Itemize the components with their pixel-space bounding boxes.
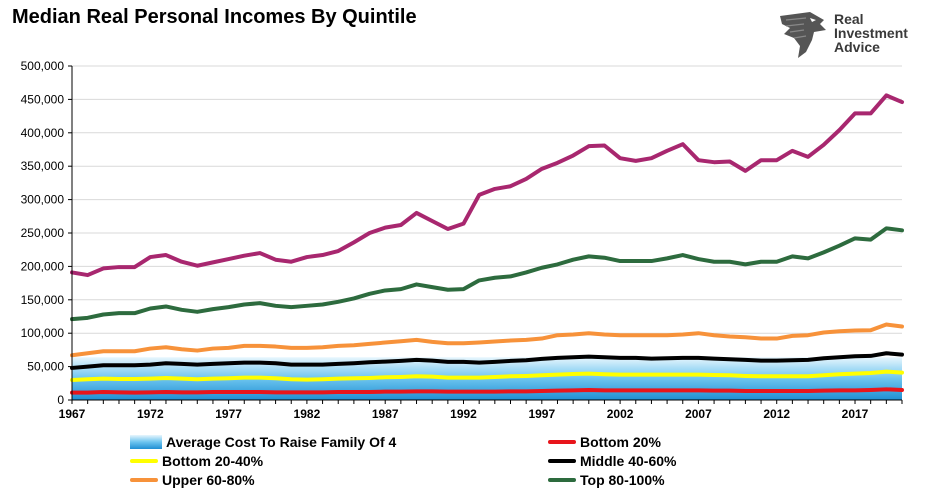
y-tick-label: 350,000	[21, 159, 65, 173]
y-tick-label: 450,000	[21, 92, 65, 106]
y-tick-label: 0	[57, 393, 64, 407]
x-tick-label: 2007	[685, 407, 712, 421]
axes	[68, 65, 903, 404]
x-tick-label: 1977	[215, 407, 242, 421]
brand-wordmark: Real Investment Advice	[834, 11, 908, 55]
gridlines	[72, 65, 902, 368]
x-tick-labels: 1967 1972 1977 1982 1987 1992 1997 2002 2007 2012…	[59, 407, 869, 421]
brand-logo: Real Investment Advice	[776, 10, 921, 60]
x-tick-label: 2017	[842, 407, 869, 421]
x-tick-label: 1972	[137, 407, 164, 421]
y-tick-label: 100,000	[21, 326, 65, 340]
y-tick-label: 400,000	[21, 126, 65, 140]
eagle-head-icon	[780, 12, 826, 58]
x-tick-label: 1997	[528, 407, 555, 421]
y-tick-label: 150,000	[21, 293, 65, 307]
x-tick-label: 1967	[59, 407, 86, 421]
series-line-2	[70, 369, 904, 382]
line-series	[70, 93, 904, 395]
x-tick-label: 1992	[450, 407, 477, 421]
series-line-6	[70, 93, 904, 278]
y-tick-label: 200,000	[21, 259, 65, 273]
x-tick-label: 1982	[294, 407, 321, 421]
chart-title: Median Real Personal Incomes By Quintile	[12, 6, 417, 28]
series-line-4	[70, 322, 904, 358]
x-tick-label: 2012	[763, 407, 790, 421]
x-tick-label: 1987	[372, 407, 399, 421]
x-tick-label: 2002	[607, 407, 634, 421]
series-line-3	[70, 351, 904, 370]
y-tick-label: 50,000	[27, 360, 64, 374]
y-tick-labels: 0 50,000 100,000 150,000 200,000 250,000 300,0…	[21, 59, 65, 407]
y-tick-label: 500,000	[21, 59, 65, 73]
series-line-1	[70, 387, 904, 395]
y-tick-label: 300,000	[21, 193, 65, 207]
y-tick-label: 250,000	[21, 226, 65, 240]
series-line-5	[70, 226, 904, 322]
